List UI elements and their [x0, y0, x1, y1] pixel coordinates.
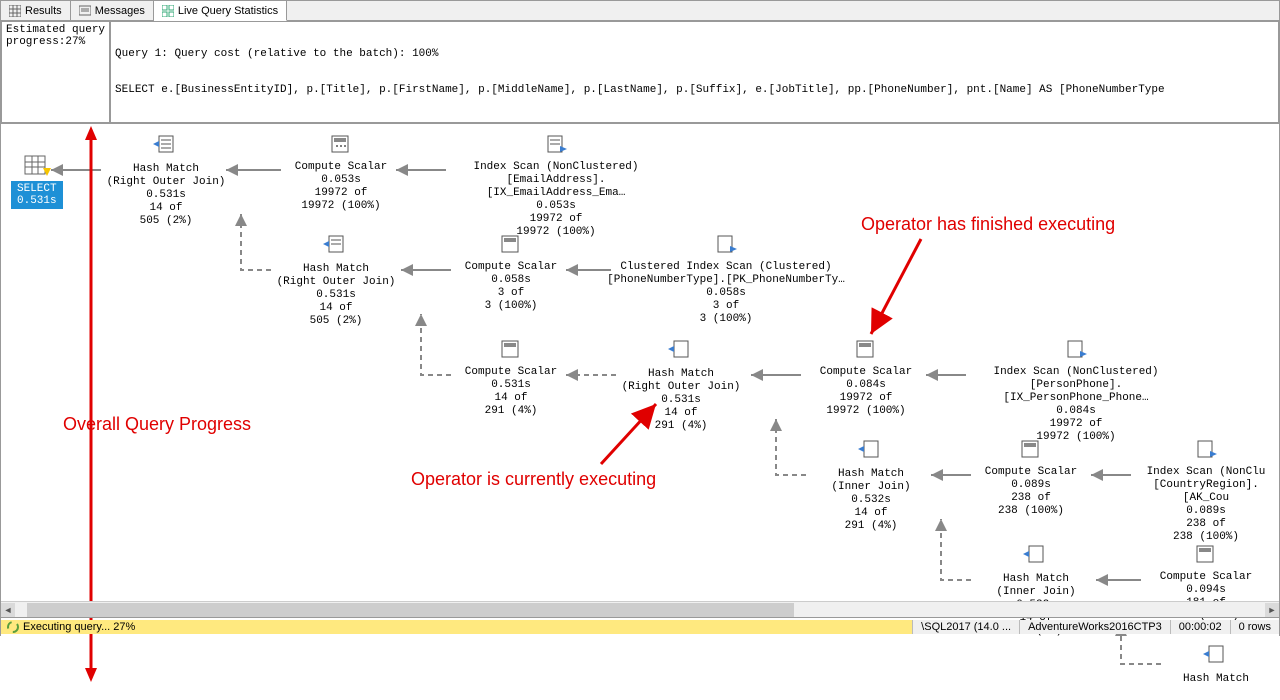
status-time: 00:00:02 — [1170, 620, 1230, 634]
result-tabs: Results Messages Live Query Statistics — [1, 1, 1279, 21]
query-info-bar: Estimated query progress:27% Query 1: Qu… — [1, 21, 1279, 124]
scroll-right-arrow[interactable]: ► — [1265, 603, 1279, 617]
query-cost: Query 1: Query cost (relative to the bat… — [115, 48, 1274, 60]
tab-label: Results — [25, 5, 62, 17]
tab-live-stats[interactable]: Live Query Statistics — [154, 1, 287, 21]
horizontal-scrollbar[interactable]: ◄ ► — [1, 601, 1279, 617]
tab-messages[interactable]: Messages — [71, 1, 154, 20]
status-rows: 0 rows — [1230, 620, 1279, 634]
message-icon — [79, 5, 91, 17]
status-db: AdventureWorks2016CTP3 — [1019, 620, 1170, 634]
status-executing: Executing query... 27% — [1, 620, 912, 634]
stats-icon — [162, 5, 174, 17]
tab-label: Live Query Statistics — [178, 5, 278, 17]
query-text-cell: Query 1: Query cost (relative to the bat… — [110, 21, 1279, 123]
tab-results[interactable]: Results — [1, 1, 71, 20]
spinner-icon — [7, 621, 19, 633]
scroll-thumb[interactable] — [27, 603, 794, 617]
progress-cell: Estimated query progress:27% — [1, 21, 110, 123]
status-bar: Executing query... 27% \SQL2017 (14.0 ..… — [1, 617, 1279, 635]
query-sql: SELECT e.[BusinessEntityID], p.[Title], … — [115, 84, 1274, 96]
tab-label: Messages — [95, 5, 145, 17]
status-server: \SQL2017 (14.0 ... — [912, 620, 1019, 634]
grid-icon — [9, 5, 21, 17]
scroll-left-arrow[interactable]: ◄ — [1, 603, 15, 617]
